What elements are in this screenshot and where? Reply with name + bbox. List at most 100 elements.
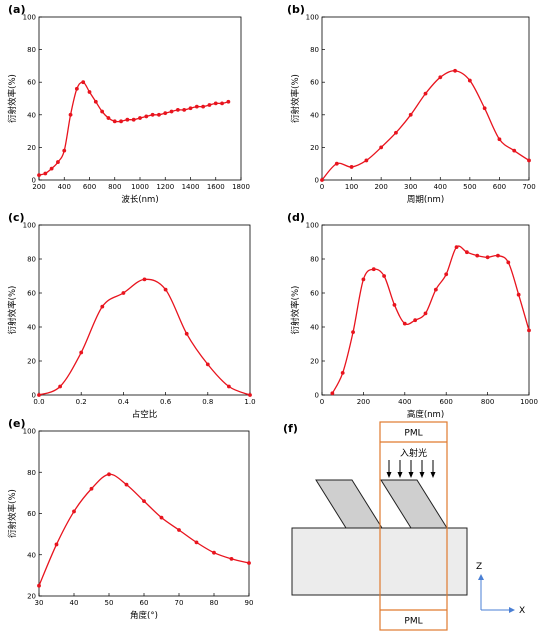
x-tick-label: 40 — [70, 599, 79, 607]
y-tick-label: 20 — [27, 593, 36, 601]
y-tick-label: 20 — [27, 358, 36, 366]
data-point — [379, 145, 384, 150]
data-point — [382, 274, 386, 278]
data-point — [351, 330, 355, 334]
x-tick-label: 0.8 — [202, 398, 213, 406]
data-point — [361, 277, 366, 282]
data-point — [144, 114, 149, 119]
data-point — [54, 542, 59, 547]
x-tick-label: 0 — [320, 183, 324, 191]
data-point — [182, 108, 187, 112]
y-tick-label: 100 — [23, 222, 36, 230]
data-point — [340, 371, 345, 375]
x-axis-title: 占空比 — [132, 409, 158, 420]
panel-label-a: (a) — [8, 3, 25, 16]
data-point — [142, 277, 147, 282]
y-tick-label: 20 — [27, 144, 36, 152]
data-point — [227, 384, 231, 389]
x-tick-label: 400 — [434, 183, 447, 191]
x-tick-label: 300 — [404, 183, 417, 191]
data-point — [201, 104, 206, 109]
x-tick-label: 600 — [440, 398, 453, 406]
x-tick-label: 400 — [398, 398, 411, 406]
data-point — [56, 160, 60, 164]
data-point — [87, 90, 92, 94]
data-point — [226, 99, 231, 104]
y-tick-label: 40 — [27, 324, 36, 332]
data-point — [413, 318, 418, 323]
data-point — [207, 103, 212, 107]
data-point — [408, 112, 413, 117]
x-tick-label: 0.4 — [118, 398, 130, 406]
data-point — [107, 472, 111, 477]
x-tick-label: 30 — [35, 599, 44, 607]
data-point — [485, 255, 490, 260]
plot-frame — [321, 224, 530, 396]
data-point — [248, 393, 252, 397]
data-point — [37, 583, 41, 588]
y-tick-label: 80 — [310, 46, 319, 54]
x-axis-title: 高度(nm) — [407, 409, 444, 420]
y-tick-label: 80 — [27, 256, 36, 264]
data-point — [512, 148, 517, 153]
z-axis-label: Z — [476, 562, 482, 572]
data-point — [229, 556, 234, 561]
data-point — [72, 509, 76, 514]
series-line — [38, 278, 251, 396]
chart-a: (a) 200 400 600 800 1000 1200 1400 1600 1800 0 20 40… — [7, 3, 250, 205]
data-point — [334, 161, 339, 166]
data-point — [138, 116, 142, 120]
y-tick-label: 100 — [306, 222, 319, 230]
data-point — [527, 158, 531, 163]
data-point — [194, 104, 199, 109]
x-tick-label: 70 — [175, 599, 184, 607]
chart-c: (c) 0.0 0.2 0.4 0.6 0.8 1.0 0 20 40 60 80 100 占空比 衍射效率… — [7, 211, 256, 420]
y-axis-title: 衍射效率(%) — [290, 286, 301, 335]
y-tick-label: 100 — [23, 428, 36, 436]
data-point — [475, 253, 480, 258]
data-point — [184, 331, 189, 336]
light-arrowhead — [408, 472, 414, 478]
light-arrowhead — [397, 472, 403, 478]
y-tick-label: 40 — [310, 111, 319, 119]
y-tick-label: 0 — [32, 177, 36, 185]
plot-frame — [38, 224, 251, 396]
data-point — [112, 119, 117, 124]
y-axis-title: 衍射效率(%) — [7, 286, 18, 335]
x-tick-label: 1600 — [207, 183, 225, 191]
y-tick-label: 20 — [310, 358, 319, 366]
data-point — [89, 486, 94, 491]
data-point — [175, 108, 180, 112]
grating-ridge-left — [315, 479, 383, 529]
x-tick-label: 1200 — [156, 183, 174, 191]
series-line — [38, 81, 229, 176]
y-tick-label: 60 — [27, 510, 36, 518]
data-point — [142, 499, 146, 504]
data-point — [163, 287, 168, 292]
simulation-domain-frame — [379, 421, 448, 631]
data-point — [349, 165, 354, 169]
data-point — [79, 350, 84, 355]
data-point — [194, 540, 199, 545]
y-axis-title: 衍射效率(%) — [290, 74, 301, 123]
panel-label-c: (c) — [8, 211, 25, 224]
y-tick-label: 60 — [27, 79, 36, 87]
data-point — [125, 117, 130, 122]
data-point — [453, 68, 457, 73]
x-tick-label: 90 — [245, 599, 254, 607]
x-tick-label: 400 — [58, 183, 71, 191]
data-point — [169, 109, 174, 114]
x-tick-label: 0.2 — [76, 398, 87, 406]
x-tick-label: 50 — [105, 599, 114, 607]
x-tick-label: 200 — [357, 398, 370, 406]
data-point — [467, 78, 472, 83]
x-tick-label: 500 — [463, 183, 476, 191]
incident-light-arrows — [386, 460, 436, 478]
data-point — [482, 106, 487, 111]
data-point — [81, 80, 86, 85]
data-point — [364, 158, 369, 163]
y-tick-label: 40 — [310, 324, 319, 332]
data-point — [433, 287, 438, 292]
data-point — [212, 550, 216, 555]
